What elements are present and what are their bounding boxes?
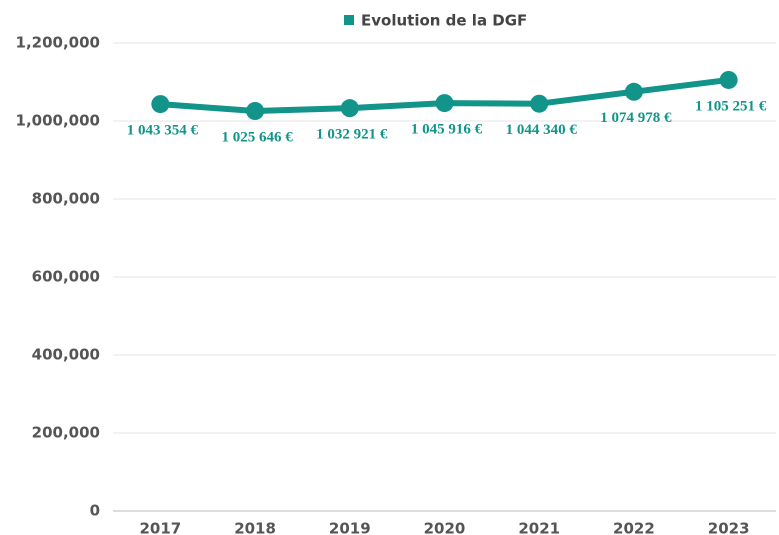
value-label: 1 045 916 € [411, 122, 483, 138]
y-tick-label: 200,000 [32, 424, 100, 442]
y-tick-label: 400,000 [32, 346, 100, 364]
value-label: 1 032 921 € [316, 127, 388, 143]
x-tick-label: 2023 [708, 520, 750, 535]
point [719, 70, 738, 89]
value-label: 1 025 646 € [221, 129, 293, 145]
point [340, 99, 359, 118]
point [151, 95, 170, 114]
y-tick-label: 800,000 [32, 190, 100, 208]
x-tick-label: 2018 [234, 520, 276, 535]
y-tick-label: 1,200,000 [16, 34, 100, 52]
legend-swatch [344, 15, 354, 25]
point [530, 94, 549, 113]
x-tick-label: 2021 [518, 520, 560, 535]
y-tick-label: 600,000 [32, 268, 100, 286]
value-label: 1 043 354 € [127, 123, 199, 139]
x-tick-label: 2017 [139, 520, 181, 535]
y-tick-label: 1,000,000 [16, 112, 100, 130]
point [624, 82, 643, 101]
value-label: 1 105 251 € [695, 98, 767, 114]
x-tick-label: 2019 [329, 520, 371, 535]
y-tick-label: 0 [90, 502, 100, 520]
x-tick-label: 2022 [613, 520, 655, 535]
legend-label: Evolution de la DGF [361, 12, 527, 30]
x-tick-label: 2020 [424, 520, 466, 535]
point [435, 94, 454, 113]
value-label: 1 044 340 € [506, 122, 578, 138]
point [246, 101, 265, 120]
value-label: 1 074 978 € [600, 110, 672, 126]
